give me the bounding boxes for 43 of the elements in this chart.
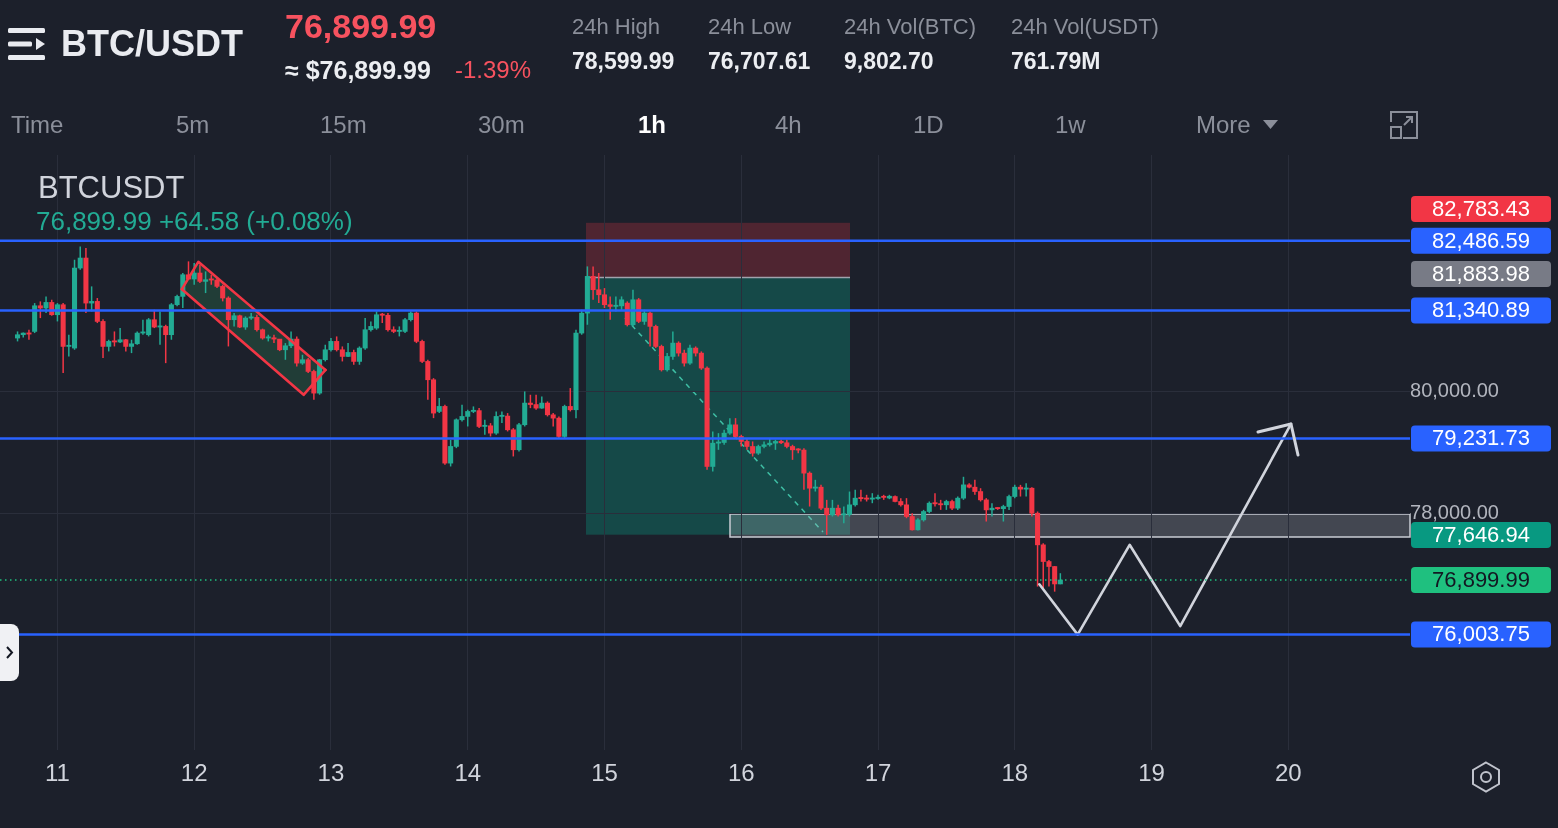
text: 30m	[478, 111, 525, 138]
text: 24h Vol(BTC)	[844, 14, 977, 39]
text: 9,802.70	[844, 47, 934, 74]
text: 5m	[176, 111, 210, 138]
text: 24h High	[572, 14, 661, 39]
x-tick-label: 16	[727, 759, 755, 787]
x-tick-label: 20	[1274, 759, 1302, 787]
text: BTCUSDT	[38, 169, 185, 205]
text: 76,899.99	[285, 7, 437, 45]
text: 4h	[775, 111, 802, 138]
x-tick-label: 12	[180, 759, 208, 787]
chart-title: BTC/USDT	[61, 23, 243, 64]
text: 24h Low	[708, 14, 792, 39]
text: 76,707.61	[708, 47, 811, 74]
text: ≈ $76,899.99	[285, 55, 431, 84]
text: More	[1196, 111, 1251, 138]
text: 1h	[638, 111, 667, 138]
x-tick-label: 15	[591, 759, 618, 787]
x-tick-label: 19	[1138, 759, 1165, 787]
annotation: 76,899.99 +64.58 (+0.08%)	[36, 206, 353, 236]
ref-line-label: 81,340.89	[1432, 297, 1530, 323]
text: 1w	[1055, 111, 1086, 138]
ref-line-label: 76,003.75	[1432, 621, 1530, 647]
ref-line-label: 82,486.59	[1432, 227, 1530, 253]
x-tick-label: 17	[864, 759, 892, 787]
x-tick-label: 11	[44, 759, 70, 787]
text: 1D	[913, 111, 944, 138]
y-tick-label: 78,000.00	[1410, 500, 1499, 523]
text: 77,646.94	[1411, 522, 1551, 548]
text: 15m	[320, 111, 367, 138]
y-tick-label: 80,000.00	[1410, 379, 1499, 402]
text: 78,599.99	[572, 47, 675, 74]
ref-line-label: 79,231.73	[1432, 425, 1530, 451]
text: 761.79M	[1011, 47, 1101, 74]
text: -1.39%	[455, 56, 532, 83]
x-tick-label: 14	[454, 759, 482, 787]
ref-line-label: 76,899.99	[1432, 567, 1530, 593]
text: Time	[11, 111, 64, 138]
x-tick-label: 13	[317, 759, 345, 787]
text: 24h Vol(USDT)	[1011, 14, 1159, 39]
x-tick-label: 18	[1001, 759, 1029, 787]
text: 81,883.98	[1411, 261, 1551, 287]
text: 82,783.43	[1411, 196, 1551, 222]
